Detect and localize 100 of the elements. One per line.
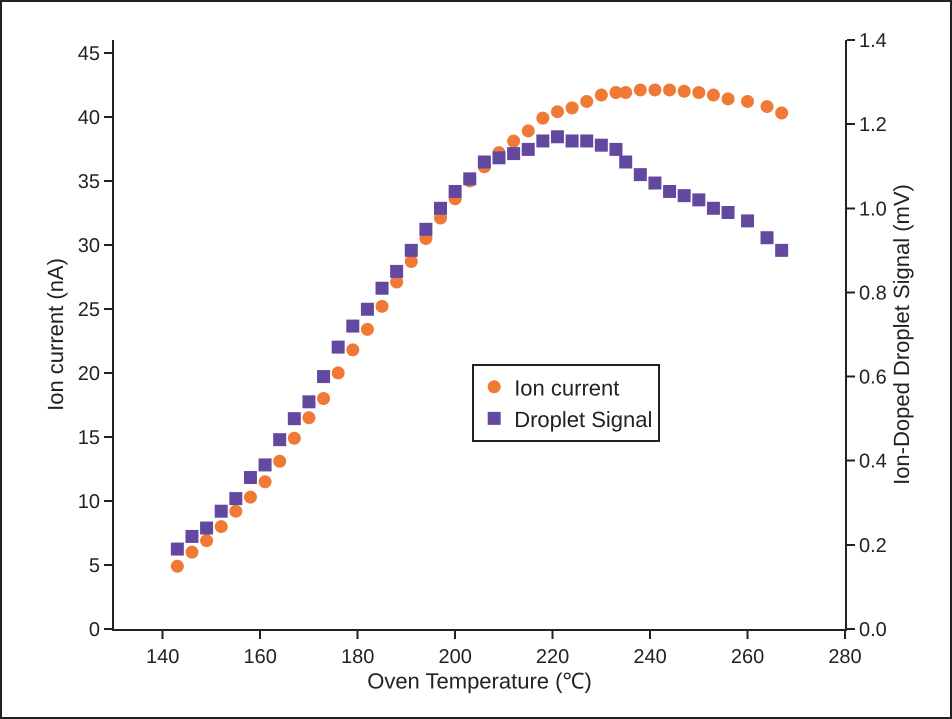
point	[692, 193, 706, 206]
point	[536, 134, 550, 148]
point	[522, 124, 535, 138]
point	[722, 92, 735, 106]
legend-label: Droplet Signal	[514, 406, 652, 432]
point	[170, 560, 184, 573]
point	[332, 366, 345, 380]
point	[346, 320, 360, 333]
y-tick-label: 0	[88, 619, 100, 641]
point	[706, 88, 720, 102]
x-tick-label: 180	[340, 646, 374, 668]
point	[288, 412, 301, 426]
point	[609, 142, 622, 156]
point	[244, 490, 257, 504]
point	[775, 106, 788, 120]
x-tick-label: 220	[536, 646, 570, 668]
point	[448, 184, 462, 198]
y2-tick-label: 0.0	[859, 619, 887, 641]
point	[760, 231, 774, 244]
point	[580, 94, 594, 108]
y-tick-label: 35	[78, 170, 100, 193]
point	[360, 302, 374, 316]
point	[566, 134, 579, 148]
point	[594, 88, 608, 102]
point	[258, 458, 272, 472]
y2-tick-label: 1.0	[859, 198, 887, 220]
y-axis-title: Ion current (nA)	[43, 258, 68, 411]
point	[692, 86, 706, 99]
x-tick-label: 240	[633, 646, 667, 668]
point	[478, 156, 491, 169]
y2-tick-label: 0.6	[859, 366, 887, 389]
point	[258, 475, 272, 488]
point	[288, 432, 301, 445]
point	[317, 370, 330, 384]
point	[648, 83, 662, 96]
y2-tick-label: 0.4	[859, 450, 887, 473]
point	[566, 101, 579, 114]
point	[706, 202, 720, 215]
point	[419, 222, 432, 236]
y2-axis-title: Ion-Doped Droplet Signal (mV)	[889, 184, 914, 485]
point	[536, 112, 550, 125]
point	[678, 84, 691, 98]
point	[775, 244, 788, 257]
x-tick-label: 260	[730, 646, 764, 668]
point	[507, 134, 520, 148]
point	[170, 542, 184, 556]
y-tick-label: 30	[78, 234, 100, 257]
y-tick-label: 15	[78, 426, 100, 449]
point	[434, 202, 448, 215]
point	[580, 134, 594, 148]
point	[244, 471, 257, 484]
point	[214, 520, 228, 534]
y2-tick-label: 1.2	[859, 114, 887, 136]
point	[273, 433, 286, 446]
y-tick-label: 5	[88, 554, 100, 577]
point	[492, 151, 506, 164]
point	[550, 130, 564, 144]
point	[722, 206, 735, 219]
y2-tick-label: 0.2	[859, 534, 887, 557]
point	[200, 534, 214, 548]
point	[648, 176, 662, 190]
point	[404, 244, 418, 257]
point	[390, 264, 404, 278]
point	[741, 94, 754, 108]
point	[760, 100, 774, 114]
point	[741, 214, 754, 228]
point	[619, 86, 632, 99]
point	[200, 522, 214, 535]
y-tick-label: 40	[78, 106, 100, 129]
point	[332, 340, 345, 354]
y-tick-label: 25	[78, 298, 100, 321]
point	[214, 504, 228, 518]
point	[678, 189, 691, 202]
point	[634, 168, 647, 182]
x-tick-label: 160	[244, 646, 277, 668]
x-tick-label: 140	[146, 646, 180, 668]
y-tick-label: 10	[78, 490, 100, 513]
point	[185, 530, 198, 543]
point	[507, 147, 520, 160]
x-tick-label: 280	[828, 646, 862, 668]
point	[302, 395, 316, 408]
point	[376, 300, 389, 313]
point	[360, 322, 374, 336]
y-tick-label: 45	[78, 42, 100, 65]
point	[663, 184, 676, 198]
point	[376, 282, 389, 295]
point	[302, 411, 316, 424]
legend-label: Ion current	[514, 375, 620, 400]
point	[634, 83, 647, 96]
point	[229, 492, 242, 506]
point	[550, 105, 564, 118]
x-axis-title: Oven Temperature (℃)	[367, 668, 592, 694]
x-tick-label: 200	[438, 646, 472, 668]
point	[619, 156, 632, 169]
point	[594, 138, 608, 152]
y2-tick-label: 1.4	[859, 30, 887, 52]
point	[273, 454, 286, 468]
y2-tick-label: 0.8	[859, 282, 887, 304]
point	[317, 392, 330, 406]
point	[229, 504, 242, 518]
